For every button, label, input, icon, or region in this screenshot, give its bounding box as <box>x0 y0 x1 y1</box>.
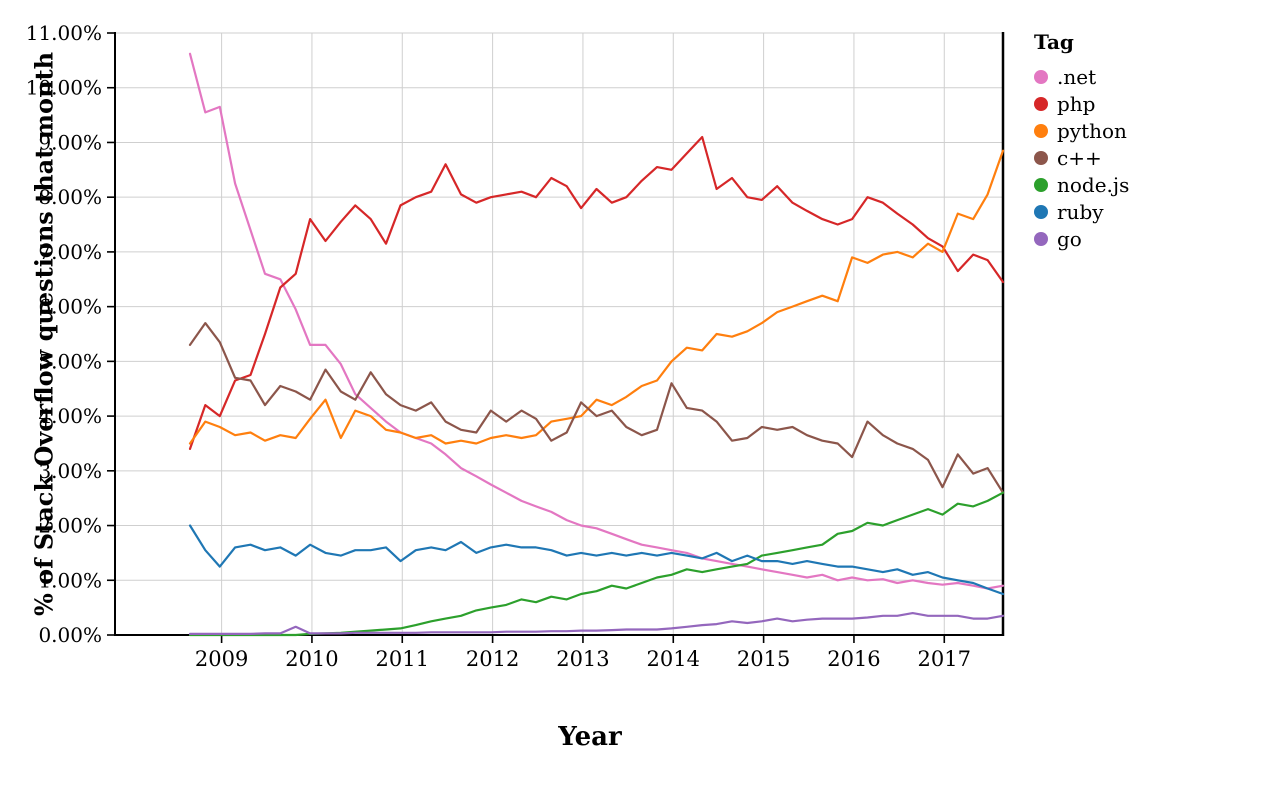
legend-swatch-icon <box>1034 123 1048 138</box>
legend-label: .net <box>1057 64 1097 89</box>
x-axis-title: Year <box>558 722 622 752</box>
legend: Tag .net php python c++ node.js ruby go <box>1034 30 1129 252</box>
legend-swatch-icon <box>1034 231 1048 246</box>
legend-label: node.js <box>1057 172 1130 197</box>
x-tick-labels: 2009 2010 2011 2012 2013 2014 2015 2016 2017 <box>195 647 971 671</box>
series-line-python <box>188 149 1005 445</box>
series-line-php <box>188 135 1005 450</box>
gridlines <box>115 32 1003 636</box>
legend-item-ruby: ruby <box>1034 198 1129 225</box>
legend-label: c++ <box>1057 145 1102 170</box>
y-tick-label: 2.00% <box>38 514 102 538</box>
legend-title: Tag <box>1034 30 1074 54</box>
y-tick-label: 11.00% <box>26 21 102 45</box>
series-line-go <box>188 611 1005 636</box>
y-tick-label: 6.00% <box>38 295 102 319</box>
y-tick-label: 8.00% <box>38 185 102 209</box>
x-tick-label: 2011 <box>376 647 429 671</box>
legend-swatch-icon <box>1034 96 1048 111</box>
legend-item-c++: c++ <box>1034 144 1129 171</box>
y-tick-label: 3.00% <box>38 459 102 483</box>
x-tick-label: 2016 <box>827 647 880 671</box>
y-tick-label: 4.00% <box>38 404 102 428</box>
y-tick-labels: 0.00% 1.00% 2.00% 3.00% 4.00% 5.00% 6.00% 7.00%… <box>26 21 102 647</box>
legend-swatch-icon <box>1034 177 1048 192</box>
x-tick-label: 2009 <box>195 647 248 671</box>
y-axis-title: % of Stack Overflow questions that month <box>29 51 59 617</box>
legend-items: .net php python c++ node.js ruby go <box>1034 63 1129 252</box>
tick-marks <box>107 32 946 643</box>
x-tick-label: 2014 <box>647 647 700 671</box>
x-tick-label: 2012 <box>466 647 519 671</box>
x-tick-label: 2013 <box>556 647 609 671</box>
x-tick-label: 2010 <box>285 647 338 671</box>
legend-label: php <box>1057 91 1096 116</box>
legend-item-node.js: node.js <box>1034 171 1129 198</box>
legend-swatch-icon <box>1034 204 1048 219</box>
legend-swatch-icon <box>1034 69 1048 84</box>
legend-label: ruby <box>1057 199 1104 224</box>
y-tick-label: 7.00% <box>38 240 102 264</box>
legend-label: python <box>1057 118 1127 143</box>
legend-item-python: python <box>1034 117 1129 144</box>
y-tick-label: 5.00% <box>38 349 102 373</box>
legend-label: go <box>1057 226 1082 251</box>
legend-item-.net: .net <box>1034 63 1129 90</box>
legend-item-go: go <box>1034 225 1129 252</box>
x-tick-label: 2015 <box>737 647 790 671</box>
y-tick-label: 10.00% <box>26 76 102 100</box>
y-tick-label: 0.00% <box>38 623 102 647</box>
series-line-c++ <box>188 322 1005 494</box>
y-tick-label: 9.00% <box>38 130 102 154</box>
x-tick-label: 2017 <box>918 647 971 671</box>
legend-swatch-icon <box>1034 150 1048 165</box>
series-line-.net <box>188 52 1005 590</box>
legend-item-php: php <box>1034 90 1129 117</box>
series-line-ruby <box>188 524 1005 596</box>
y-tick-label: 1.00% <box>38 568 102 592</box>
